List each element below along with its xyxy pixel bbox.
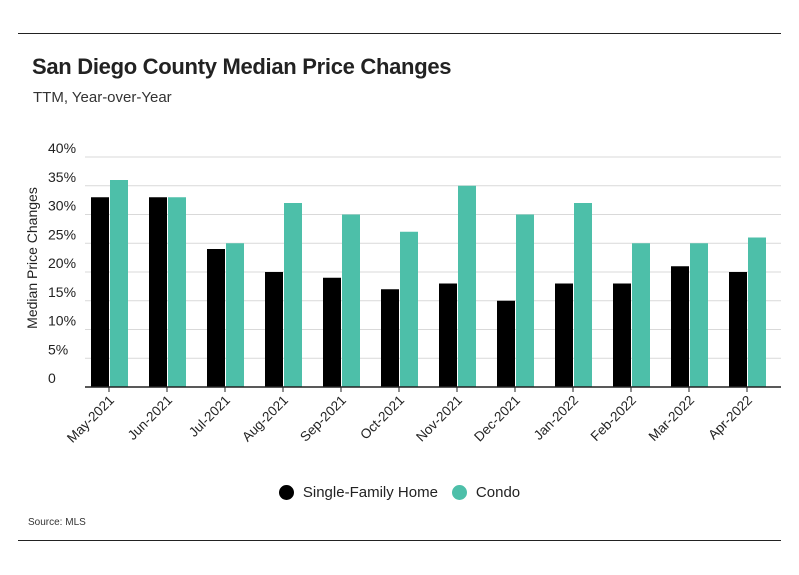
x-tick-label: Mar-2022: [646, 393, 697, 444]
legend-dot-condo: [451, 485, 467, 500]
y-tick-label: 15%: [48, 284, 76, 300]
bar-single-family: [497, 300, 515, 387]
y-tick-label: 40%: [48, 140, 76, 156]
legend-item-condo: Condo: [451, 484, 521, 501]
bar-single-family: [671, 266, 689, 387]
bar-single-family: [381, 289, 399, 387]
bottom-rule: [18, 540, 781, 541]
x-tick-label: Sep-2021: [297, 393, 349, 445]
bar-condo: [400, 231, 418, 387]
bar-single-family: [613, 283, 631, 387]
x-tick-label: Jul-2021: [186, 393, 233, 440]
bars: [91, 180, 766, 387]
legend-label-single-family: Single-Family Home: [302, 484, 438, 501]
legend-item-single-family: Single-Family Home: [278, 484, 438, 501]
bar-single-family: [91, 197, 109, 387]
bar-single-family: [265, 272, 283, 387]
gridlines: [85, 156, 781, 359]
chart-subtitle: TTM, Year-over-Year: [33, 89, 172, 106]
y-axis-label: Median Price Changes: [24, 187, 40, 329]
x-tick-label: Feb-2022: [588, 393, 639, 444]
legend-label-condo: Condo: [475, 484, 521, 501]
chart-title: San Diego County Median Price Changes: [32, 54, 452, 79]
y-tick-label: 5%: [48, 341, 68, 357]
legend: Single-Family Home Condo: [0, 484, 799, 501]
x-tick-label: Aug-2021: [239, 393, 291, 445]
bar-condo: [168, 197, 186, 387]
x-tick-label: Oct-2021: [357, 393, 407, 443]
bar-condo: [748, 237, 766, 387]
bar-single-family: [207, 249, 225, 387]
bar-single-family: [729, 272, 747, 387]
bar-single-family: [323, 277, 341, 387]
bar-condo: [284, 203, 302, 387]
bar-single-family: [149, 197, 167, 387]
y-tick-label: 25%: [48, 226, 76, 242]
bar-condo: [632, 243, 650, 387]
y-axis-ticks: 0 5% 10% 15% 20% 25% 30% 35% 40%: [48, 140, 76, 386]
x-tick-label: May-2021: [64, 393, 117, 446]
y-tick-label: 0: [48, 370, 56, 386]
bar-condo: [110, 180, 128, 387]
source-note: Source: MLS: [28, 517, 86, 528]
y-tick-label: 35%: [48, 169, 76, 185]
x-tick-label: Jun-2021: [125, 393, 175, 443]
legend-dot-single-family: [278, 485, 294, 500]
x-tick-label: Nov-2021: [413, 393, 465, 445]
x-tick-label: Jan-2022: [531, 393, 581, 443]
bar-condo: [458, 185, 476, 387]
bar-condo: [574, 203, 592, 387]
y-tick-label: 10%: [48, 313, 76, 329]
bar-condo: [342, 214, 360, 387]
x-tick-label: Apr-2022: [705, 393, 755, 443]
bar-condo: [516, 214, 534, 387]
y-tick-label: 30%: [48, 198, 76, 214]
x-axis-ticks: May-2021 Jun-2021 Jul-2021 Aug-2021 Sep-2021…: [64, 387, 755, 446]
top-rule: [18, 33, 781, 34]
bar-condo: [690, 243, 708, 387]
bar-single-family: [439, 283, 457, 387]
x-tick-label: Dec-2021: [471, 393, 523, 445]
y-tick-label: 20%: [48, 255, 76, 271]
bar-condo: [226, 243, 244, 387]
bar-single-family: [555, 283, 573, 387]
